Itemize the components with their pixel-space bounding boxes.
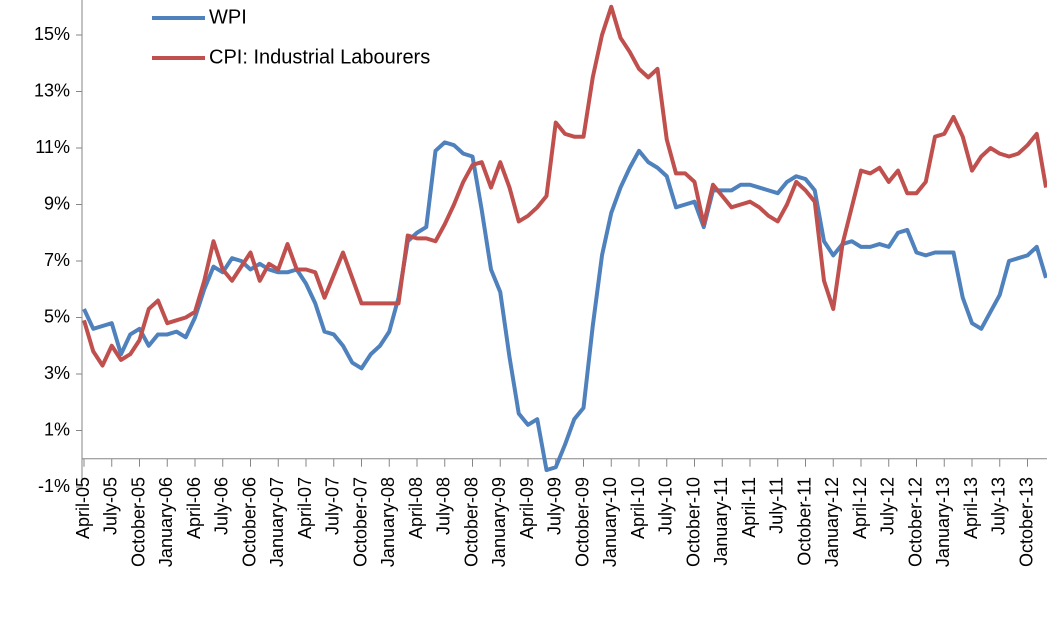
- x-tick-label: January-13: [933, 477, 953, 567]
- y-tick-label: 15%: [34, 24, 70, 44]
- x-tick-label: July-11: [767, 477, 787, 534]
- x-tick-label: April-09: [517, 477, 537, 539]
- legend-label: WPI: [209, 6, 247, 28]
- x-tick-label: April-12: [850, 477, 870, 539]
- x-tick-label: January-07: [267, 477, 287, 567]
- x-tick-label: October-06: [239, 477, 259, 567]
- series-line: [82, 4, 1047, 368]
- x-tick-label: January-06: [156, 477, 176, 567]
- series-line: [82, 140, 1047, 473]
- x-tick-label: January-12: [822, 477, 842, 567]
- y-tick-label: 5%: [44, 306, 70, 326]
- y-tick-label: 11%: [35, 137, 70, 157]
- x-tick-label: October-10: [683, 477, 703, 567]
- x-tick-label: July-05: [101, 477, 121, 535]
- legend-label: CPI: Industrial Labourers: [209, 46, 430, 68]
- x-tick-label: January-09: [489, 477, 509, 567]
- x-tick-label: July-10: [656, 477, 676, 535]
- x-tick-label: April-10: [628, 477, 648, 539]
- x-tick-label: July-13: [989, 477, 1009, 535]
- x-tick-label: July-08: [434, 477, 454, 535]
- x-tick-label: July-06: [212, 477, 232, 535]
- x-tick-label: April-13: [961, 477, 981, 539]
- x-tick-label: April-11: [739, 477, 759, 538]
- x-tick-label: October-05: [128, 477, 148, 567]
- x-tick-label: July-09: [545, 477, 565, 535]
- y-tick-label: 13%: [34, 80, 70, 100]
- x-tick-label: October-12: [905, 477, 925, 567]
- x-tick-label: January-08: [378, 477, 398, 567]
- x-tick-label: July-07: [323, 477, 343, 535]
- x-tick-label: April-08: [406, 477, 426, 539]
- x-tick-label: October-13: [1016, 477, 1036, 567]
- x-tick-label: July-12: [878, 477, 898, 535]
- x-tick-label: January-11: [711, 477, 731, 566]
- y-tick-label: 7%: [44, 250, 70, 270]
- y-tick-label: 9%: [44, 193, 70, 213]
- y-tick-label: 3%: [44, 363, 70, 383]
- x-tick-label: October-09: [572, 477, 592, 567]
- x-tick-label: October-11: [794, 477, 814, 566]
- x-tick-label: January-10: [600, 477, 620, 567]
- x-tick-label: April-07: [295, 477, 315, 539]
- y-tick-label: -1%: [38, 476, 70, 496]
- x-tick-label: April-06: [184, 477, 204, 539]
- x-tick-label: October-08: [461, 477, 481, 567]
- y-tick-label: 1%: [44, 419, 70, 439]
- x-tick-label: October-07: [350, 477, 370, 567]
- x-tick-label: April-05: [73, 477, 93, 539]
